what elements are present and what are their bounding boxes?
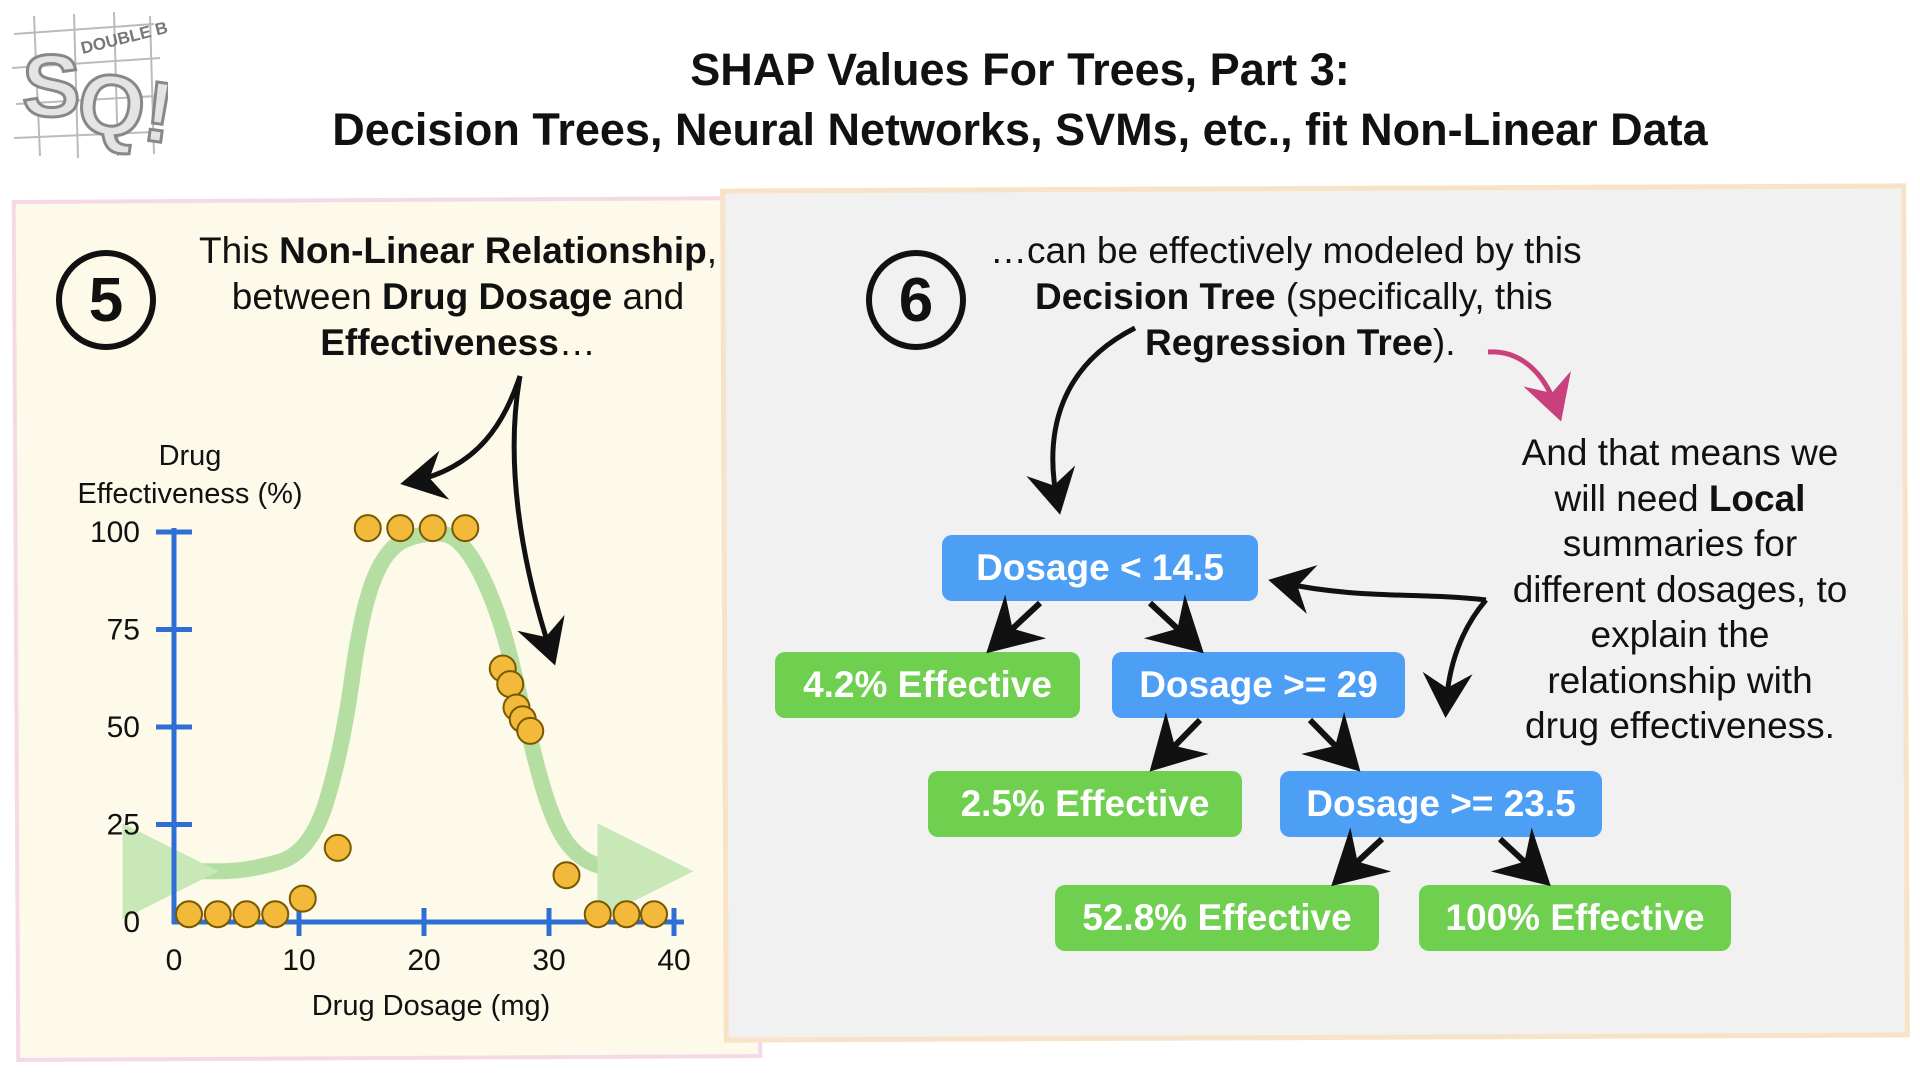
step-6-badge: 6 — [866, 250, 966, 350]
local-summaries-note: And that means we will need Local summar… — [1512, 432, 1848, 746]
tree-leaf-100: 100% Effective — [1419, 885, 1731, 951]
statquest-logo: S Q! DOUBLE BAM!!! SQ! — [11, 6, 168, 164]
svg-text:S: S — [22, 36, 81, 135]
tree-leaf-52-8: 52.8% Effective — [1055, 885, 1379, 951]
tree-node-dosage-23-5: Dosage >= 23.5 — [1280, 771, 1602, 837]
title-line-2: Decision Trees, Neural Networks, SVMs, e… — [332, 104, 1708, 155]
tree-leaf-4-2: 4.2% Effective — [775, 652, 1080, 718]
step-5-badge: 5 — [56, 250, 156, 350]
title-line-1: SHAP Values For Trees, Part 3: — [690, 44, 1350, 95]
step-6-caption: …can be effectively modeled by this Deci… — [990, 230, 1582, 363]
page-title: SHAP Values For Trees, Part 3: Decision … — [200, 40, 1840, 160]
tree-leaf-2-5: 2.5% Effective — [928, 771, 1242, 837]
tree-node-dosage-29: Dosage >= 29 — [1112, 652, 1405, 718]
tree-root-node: Dosage < 14.5 — [942, 535, 1258, 601]
step-5-caption: This Non-Linear Relationship, between Dr… — [198, 230, 718, 363]
svg-text:Q!: Q! — [72, 54, 168, 162]
logo-text: DOUBLE BAM!!! SQ! — [79, 6, 168, 58]
